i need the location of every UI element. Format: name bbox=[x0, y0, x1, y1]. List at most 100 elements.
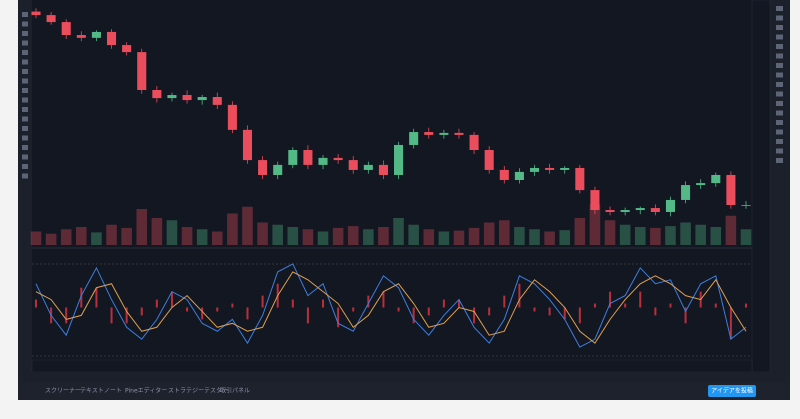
volume-bar bbox=[514, 227, 525, 245]
candle-body bbox=[107, 31, 117, 46]
volume-bar bbox=[499, 220, 510, 245]
volume-bar bbox=[60, 229, 72, 245]
tool-icon bbox=[22, 145, 28, 150]
histogram-bar bbox=[427, 307, 430, 316]
histogram-bar bbox=[125, 307, 128, 324]
volume-bar bbox=[650, 227, 661, 245]
volume-bar bbox=[363, 229, 374, 245]
volume-bar bbox=[740, 229, 752, 245]
tool-icon bbox=[776, 34, 783, 40]
candle-body bbox=[31, 11, 41, 16]
candle-body bbox=[318, 157, 328, 165]
candle-body bbox=[469, 134, 479, 151]
histogram-bar bbox=[337, 307, 340, 328]
tab[interactable]: ストラテジーテスター bbox=[168, 387, 228, 395]
histogram-bar bbox=[624, 303, 627, 308]
candle-body bbox=[46, 15, 56, 23]
candle-body bbox=[91, 31, 101, 38]
histogram-bar bbox=[714, 303, 717, 308]
histogram-bar bbox=[140, 307, 143, 316]
volume-bar bbox=[227, 213, 238, 245]
tool-icon bbox=[776, 72, 783, 78]
volume-bar bbox=[695, 224, 706, 245]
tool-icon bbox=[776, 129, 783, 135]
post-button-label[interactable]: アイデアを投稿 bbox=[711, 387, 753, 395]
candle-body bbox=[333, 157, 343, 161]
histogram-bar bbox=[745, 303, 747, 308]
toolbar-icons bbox=[22, 6, 783, 179]
volume-bar bbox=[438, 231, 450, 245]
candle-body bbox=[499, 169, 509, 181]
candle-body bbox=[212, 97, 222, 105]
tool-icon bbox=[22, 107, 28, 112]
indicator-line bbox=[35, 271, 747, 344]
indicator-line bbox=[35, 263, 747, 348]
plot bbox=[30, 8, 752, 348]
histogram-bar bbox=[110, 307, 113, 324]
histogram-bar bbox=[216, 307, 219, 312]
tool-icon bbox=[22, 78, 28, 84]
volume-bar bbox=[423, 229, 435, 245]
histogram-bar bbox=[322, 299, 325, 308]
tool-icon bbox=[776, 158, 783, 163]
volume-bar bbox=[151, 218, 163, 245]
histogram-bar bbox=[533, 307, 536, 312]
histogram-bar bbox=[231, 303, 234, 308]
volume-bar bbox=[408, 224, 419, 245]
candle-body bbox=[303, 150, 313, 165]
candle-body bbox=[76, 35, 86, 38]
histogram-bar bbox=[246, 307, 249, 320]
tab[interactable]: スクリーナー bbox=[45, 388, 81, 395]
volume-bar bbox=[257, 222, 268, 245]
histogram-bar bbox=[609, 291, 612, 308]
window bbox=[18, 0, 790, 400]
histogram-bar bbox=[639, 291, 642, 308]
volume-bar bbox=[378, 227, 389, 245]
candle-body bbox=[575, 167, 585, 191]
volume-bar bbox=[242, 206, 253, 245]
candle-body bbox=[681, 185, 691, 200]
histogram-bar bbox=[593, 303, 596, 308]
tool-icon bbox=[22, 116, 28, 122]
histogram-bar bbox=[306, 307, 309, 324]
histogram-bar bbox=[669, 303, 672, 308]
tool-icon bbox=[776, 110, 783, 116]
tool-icon bbox=[22, 164, 28, 169]
post-button[interactable] bbox=[708, 385, 756, 397]
histogram-bar bbox=[261, 295, 264, 308]
tool-icon bbox=[776, 120, 783, 125]
candle-body bbox=[560, 167, 570, 170]
volume-bar bbox=[121, 227, 132, 245]
candle-body bbox=[665, 199, 675, 212]
volume-bar bbox=[483, 222, 495, 245]
candle-body bbox=[122, 45, 132, 53]
tool-icon bbox=[22, 12, 28, 17]
histogram-bar bbox=[488, 307, 491, 316]
tool-icon bbox=[776, 53, 783, 59]
histogram-bar bbox=[80, 287, 83, 308]
histogram-bar bbox=[684, 307, 687, 324]
tab[interactable]: テキストノート bbox=[80, 388, 122, 395]
volume-bar bbox=[302, 229, 314, 245]
candle-body bbox=[696, 183, 706, 186]
tool-icon bbox=[22, 59, 28, 65]
volume-bar bbox=[45, 233, 57, 245]
volume-bar bbox=[332, 227, 344, 245]
volume-bar bbox=[76, 227, 87, 245]
histogram-bar bbox=[442, 299, 445, 308]
histogram-bar bbox=[563, 307, 566, 320]
tool-icon bbox=[22, 31, 28, 36]
volume-bar bbox=[136, 209, 148, 245]
tab[interactable]: Pineエディター bbox=[125, 387, 167, 395]
candle-body bbox=[726, 174, 736, 205]
tab[interactable]: 取引パネル bbox=[220, 387, 250, 395]
histogram-bar bbox=[518, 283, 521, 308]
volume-bar bbox=[211, 231, 223, 245]
tool-icon bbox=[776, 44, 783, 49]
volume-bar bbox=[665, 226, 676, 245]
tool-icon bbox=[22, 126, 28, 131]
volume-bar bbox=[166, 220, 178, 245]
candle-body bbox=[61, 22, 71, 36]
volume-bar bbox=[106, 224, 117, 245]
histogram-bar bbox=[548, 307, 551, 316]
